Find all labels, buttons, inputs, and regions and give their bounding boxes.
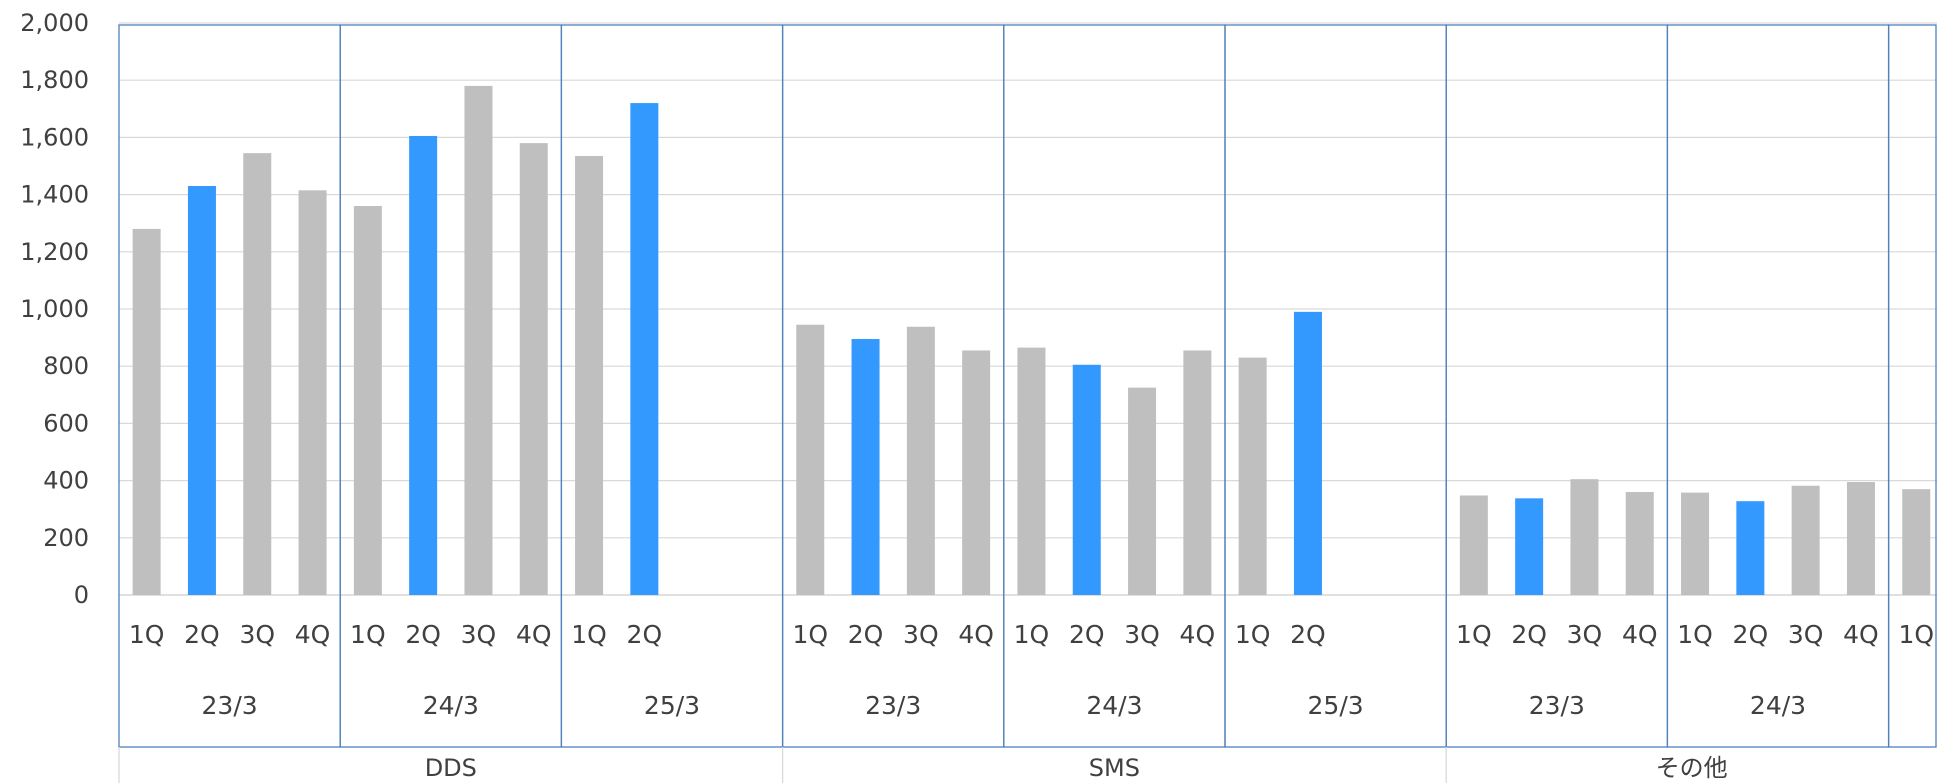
segment-label: SMS [1089, 754, 1140, 782]
year-label: 24/3 [423, 691, 479, 720]
quarter-label: 1Q [1677, 620, 1713, 649]
quarter-label: 2Q [1733, 620, 1769, 649]
quarter-label: 1Q [1014, 620, 1050, 649]
quarter-label: 2Q [1511, 620, 1547, 649]
quarter-label: 3Q [1567, 620, 1603, 649]
y-tick-label: 1,200 [20, 238, 89, 266]
year-label: 25/3 [1308, 691, 1364, 720]
bar [1570, 479, 1599, 595]
y-tick-label: 1,000 [20, 295, 89, 323]
y-tick-label: 0 [74, 581, 89, 609]
quarter-label: 1Q [129, 620, 165, 649]
year-label: 24/3 [1086, 691, 1142, 720]
quarter-label: 2Q [1069, 620, 1105, 649]
quarter-label: 4Q [295, 620, 331, 649]
bar [409, 135, 438, 595]
bar [1791, 485, 1820, 595]
quarter-label: 2Q [848, 620, 884, 649]
quarter-label: 1Q [1235, 620, 1271, 649]
quarter-label: 3Q [1124, 620, 1160, 649]
year-label: 23/3 [1529, 691, 1585, 720]
bar [298, 190, 327, 595]
quarter-label: 2Q [627, 620, 663, 649]
bar [1183, 350, 1212, 595]
bar [1736, 501, 1765, 595]
bar [906, 326, 935, 595]
bar [187, 186, 216, 595]
segment-label: DDS [425, 754, 477, 782]
bar [630, 103, 659, 595]
quarter-label: 4Q [516, 620, 552, 649]
quarter-label: 1Q [1898, 620, 1934, 649]
year-label: 25/3 [644, 691, 700, 720]
bars [132, 85, 1931, 596]
bar [519, 143, 548, 595]
quarter-label: 4Q [1843, 620, 1879, 649]
year-frame [1887, 24, 1937, 748]
bar [1515, 498, 1544, 595]
bar [1625, 492, 1654, 595]
bar [851, 339, 880, 595]
quarter-label: 3Q [239, 620, 275, 649]
year-label: 23/3 [865, 691, 921, 720]
quarter-label: 2Q [1290, 620, 1326, 649]
quarter-label: 4Q [1180, 620, 1216, 649]
quarter-label: 3Q [1788, 620, 1824, 649]
bar [575, 155, 604, 596]
bar [796, 324, 825, 595]
year-label: 24/3 [1750, 691, 1806, 720]
bar [1072, 364, 1101, 595]
y-axis-tick-labels: 0 200 400 600 800 1,000 1,200 1,400 1,600 1,800 2,… [20, 9, 89, 609]
quarter-label: 2Q [184, 620, 220, 649]
x-axis-labels: 1Q 2Q 3Q 4Q 23/3 1Q 2Q 3Q 4Q 24/3 1Q 2Q 25/3 DDS 1Q 2Q 3… [129, 620, 1934, 782]
y-tick-label: 1,400 [20, 181, 89, 209]
category-frames [118, 24, 1937, 783]
y-tick-label: 2,000 [20, 9, 89, 37]
bar [1017, 347, 1046, 595]
quarter-label: 3Q [461, 620, 497, 649]
bar [132, 228, 161, 596]
y-tick-label: 800 [43, 352, 89, 380]
bar [962, 350, 991, 595]
y-tick-label: 400 [43, 467, 89, 495]
bar [353, 206, 382, 596]
quarter-label: 1Q [350, 620, 386, 649]
y-tick-label: 1,800 [20, 66, 89, 94]
y-tick-label: 200 [43, 524, 89, 552]
bar [243, 153, 272, 595]
bar [1459, 495, 1488, 595]
bar [464, 85, 493, 596]
quarter-label: 2Q [405, 620, 441, 649]
quarter-label: 1Q [571, 620, 607, 649]
quarter-label: 4Q [958, 620, 994, 649]
y-tick-label: 600 [43, 409, 89, 437]
segment-label: その他 [1656, 754, 1728, 782]
quarter-label: 4Q [1622, 620, 1658, 649]
bar [1846, 482, 1875, 595]
quarter-label: 3Q [903, 620, 939, 649]
bar [1681, 492, 1710, 595]
quarter-label: 1Q [1456, 620, 1492, 649]
quarter-label: 1Q [792, 620, 828, 649]
y-tick-label: 1,600 [20, 123, 89, 151]
bar [1128, 387, 1157, 595]
bar [1902, 489, 1931, 595]
bar [1238, 357, 1267, 595]
year-label: 23/3 [202, 691, 258, 720]
bar [1293, 311, 1322, 595]
